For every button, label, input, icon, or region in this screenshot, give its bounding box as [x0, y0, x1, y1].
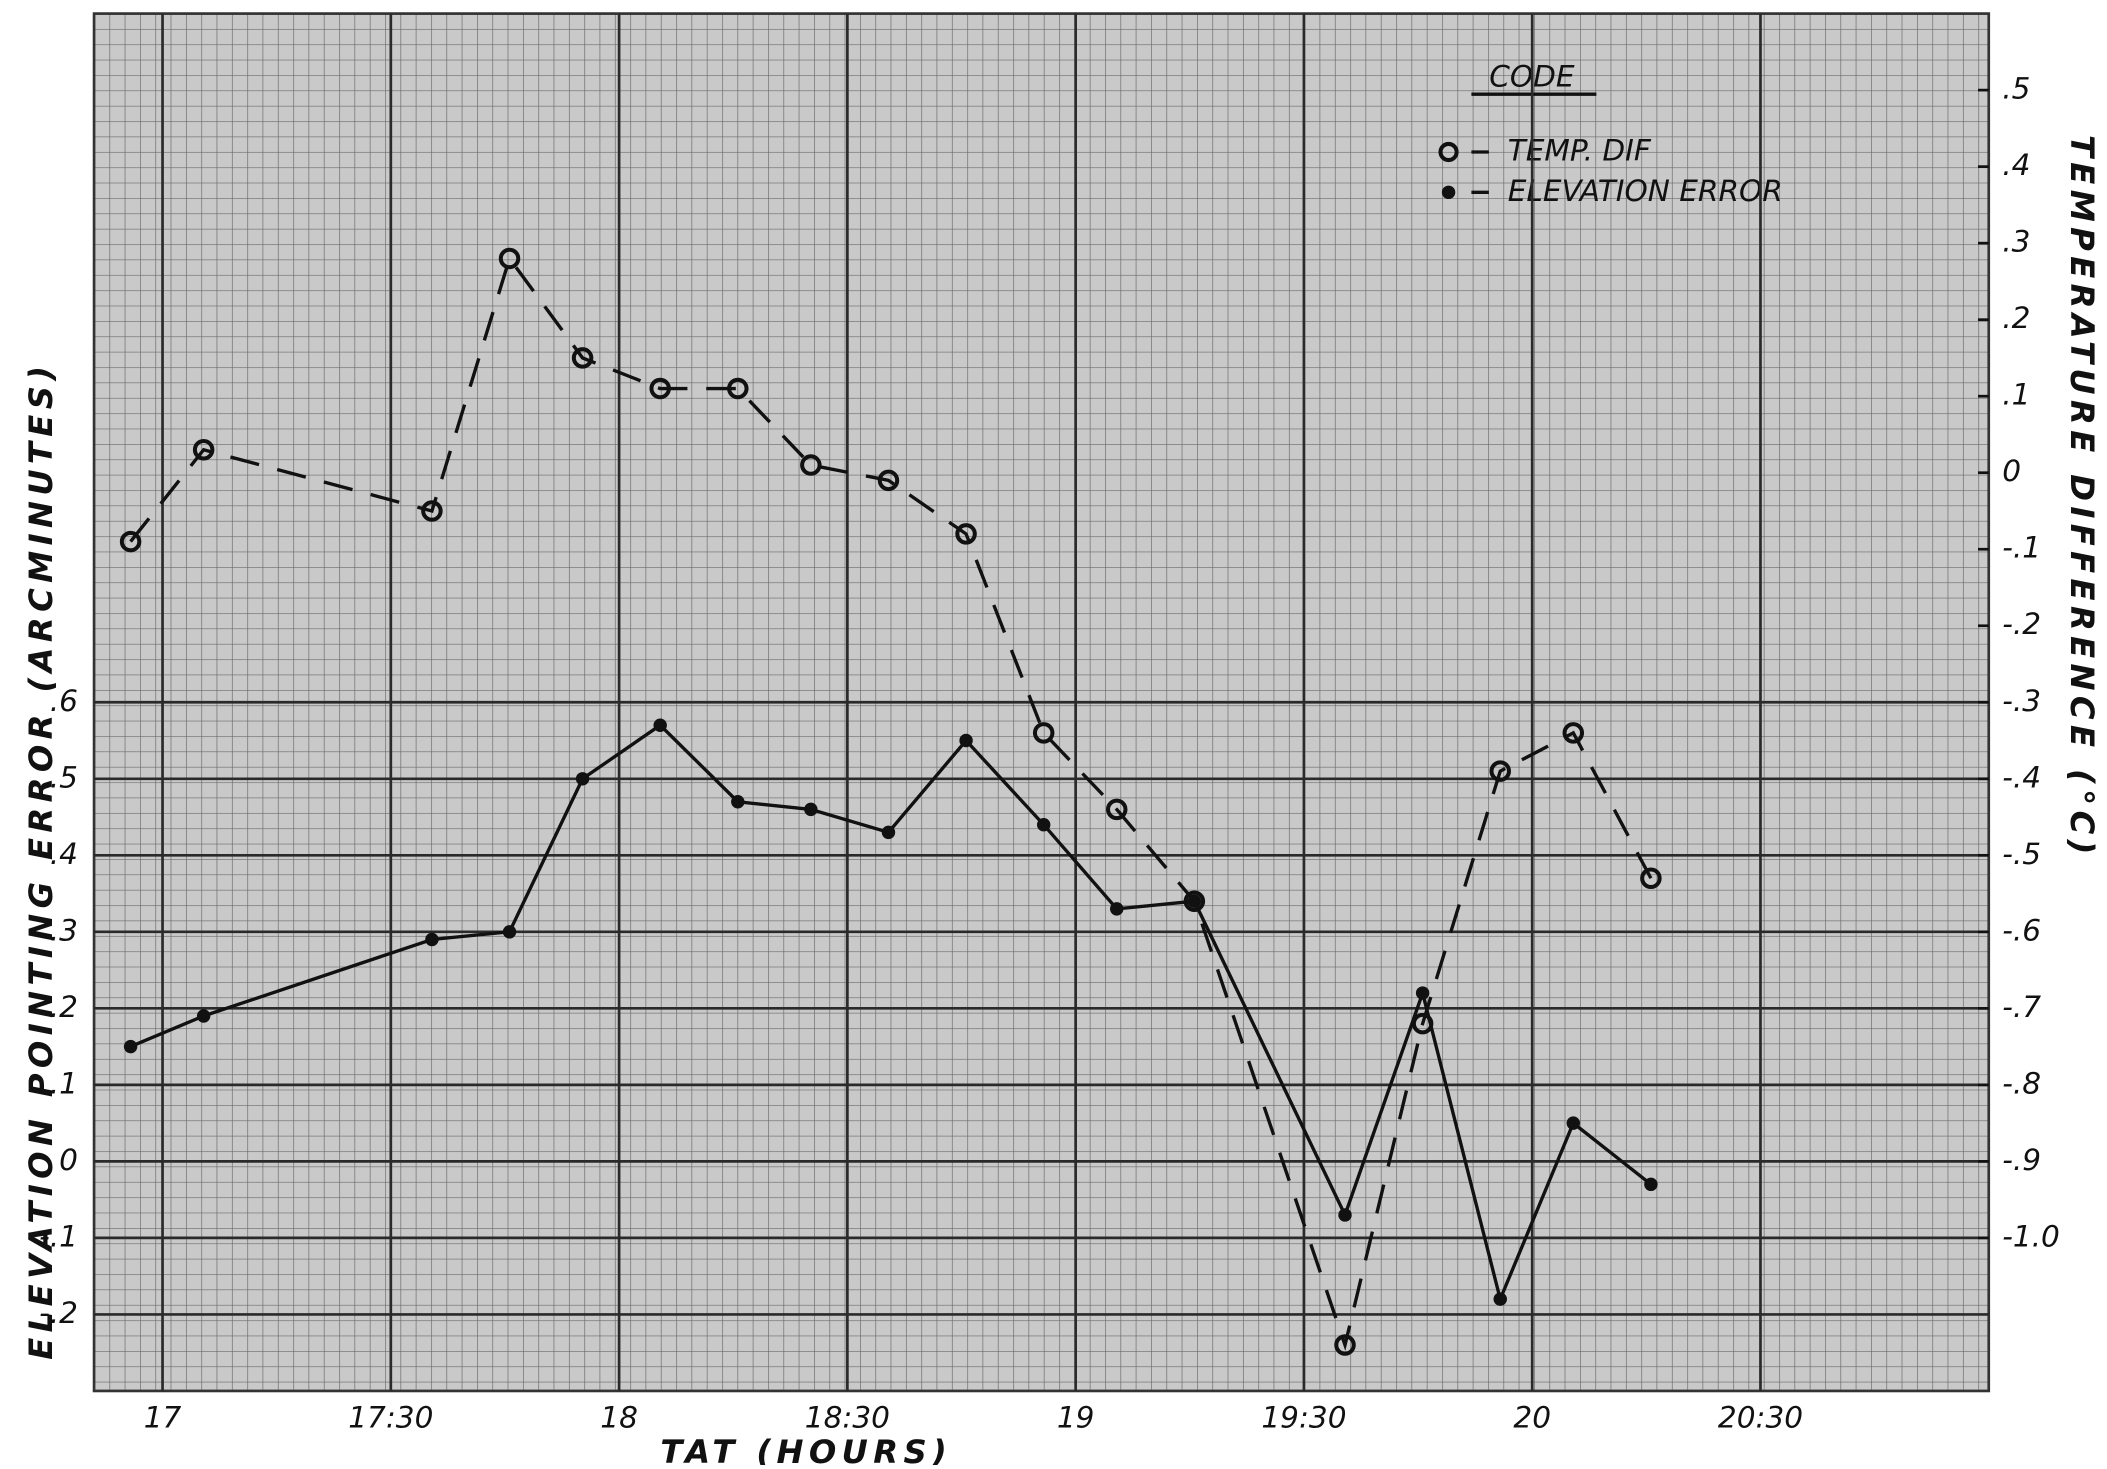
data-point — [1105, 798, 1128, 821]
x-axis-label: TAT (HOURS) — [660, 1433, 952, 1465]
y-tick-label: .3 — [50, 913, 78, 947]
y-tick-label: .1 — [50, 1066, 78, 1100]
y2-axis-label: TEMPERATURE DIFFERENCE (°C) — [2063, 135, 2101, 860]
x-tick-label: 19 — [1057, 1401, 1095, 1435]
y2-tick-label: -.5 — [2002, 837, 2041, 871]
legend-marker — [1441, 185, 1456, 200]
y-tick-label: .2 — [50, 990, 78, 1024]
data-point — [196, 1009, 211, 1023]
y-tick-label: -.1 — [39, 1219, 78, 1253]
data-point — [1187, 894, 1202, 908]
data-point — [649, 377, 671, 400]
x-tick-label: 18 — [600, 1401, 638, 1435]
data-point — [421, 500, 443, 522]
y2-tick-label: -.7 — [2002, 990, 2041, 1024]
y2-tick-label: -.9 — [2002, 1143, 2041, 1177]
legend-marker — [1438, 141, 1459, 163]
y-tick-label: .4 — [50, 837, 78, 871]
y2-tick-label: .4 — [2002, 148, 2030, 182]
data-point — [1562, 722, 1585, 744]
y-tick-label: .5 — [50, 760, 78, 794]
x-tick-label: 18:30 — [805, 1401, 890, 1435]
data-point — [575, 772, 590, 786]
data-point — [1566, 1116, 1581, 1130]
y2-tick-label: -.4 — [2002, 760, 2041, 794]
y-tick-label: 0 — [59, 1143, 78, 1177]
y-tick-label: .6 — [50, 684, 78, 718]
series-line — [129, 723, 1652, 1305]
data-point — [1640, 867, 1662, 890]
y2-tick-label: -.8 — [2002, 1066, 2041, 1100]
series-line — [129, 254, 1653, 1352]
data-point — [1489, 760, 1511, 782]
data-point — [119, 530, 142, 553]
data-point — [1036, 817, 1051, 832]
legend-label: ELEVATION ERROR — [1508, 174, 1783, 208]
data-point — [498, 247, 521, 270]
y2-tick-label: -.1 — [2002, 531, 2041, 565]
data-point — [1493, 1292, 1507, 1306]
y2-tick-label: .2 — [2002, 301, 2030, 335]
data-point — [959, 733, 973, 748]
data-point — [1338, 1208, 1352, 1222]
data-point — [1644, 1177, 1658, 1192]
data-point — [502, 925, 517, 939]
data-point — [731, 795, 745, 809]
y2-tick-label: .1 — [2002, 378, 2030, 412]
data-point — [800, 454, 822, 476]
data-point — [1415, 986, 1430, 1000]
y2-tick-label: 0 — [2002, 454, 2021, 488]
y-tick-label: -.2 — [39, 1296, 78, 1330]
y2-tick-label: -.2 — [2002, 607, 2041, 641]
data-point — [955, 523, 977, 545]
grid — [94, 13, 1989, 1391]
data-point — [192, 439, 215, 461]
x-tick-label: 17 — [144, 1401, 182, 1435]
data-point — [571, 347, 594, 369]
data-point — [804, 802, 818, 817]
data-point — [727, 377, 749, 400]
data-point — [1110, 902, 1124, 916]
x-tick-label: 20:30 — [1718, 1401, 1803, 1435]
y2-tick-label: -.3 — [2002, 684, 2041, 718]
data-point — [877, 469, 900, 492]
y2-tick-label: -.6 — [2002, 913, 2041, 947]
data-point — [1032, 722, 1055, 744]
data-point — [123, 1039, 138, 1054]
y2-tick-label: -1.0 — [2002, 1219, 2060, 1253]
data-point — [1334, 1334, 1356, 1356]
data-point — [653, 718, 667, 732]
y-axis-label: ELEVATION POINTING ERROR (ARCMINUTES) — [22, 361, 60, 1360]
x-tick-label: 17:30 — [348, 1401, 433, 1435]
x-tick-label: 20 — [1513, 1401, 1551, 1435]
data-point — [881, 825, 896, 840]
data-point — [425, 932, 439, 947]
y2-tick-label: .5 — [2002, 72, 2030, 106]
x-tick-label: 19:30 — [1261, 1401, 1346, 1435]
legend-label: TEMP. DIF — [1508, 134, 1652, 168]
y2-tick-label: .3 — [2002, 225, 2030, 259]
